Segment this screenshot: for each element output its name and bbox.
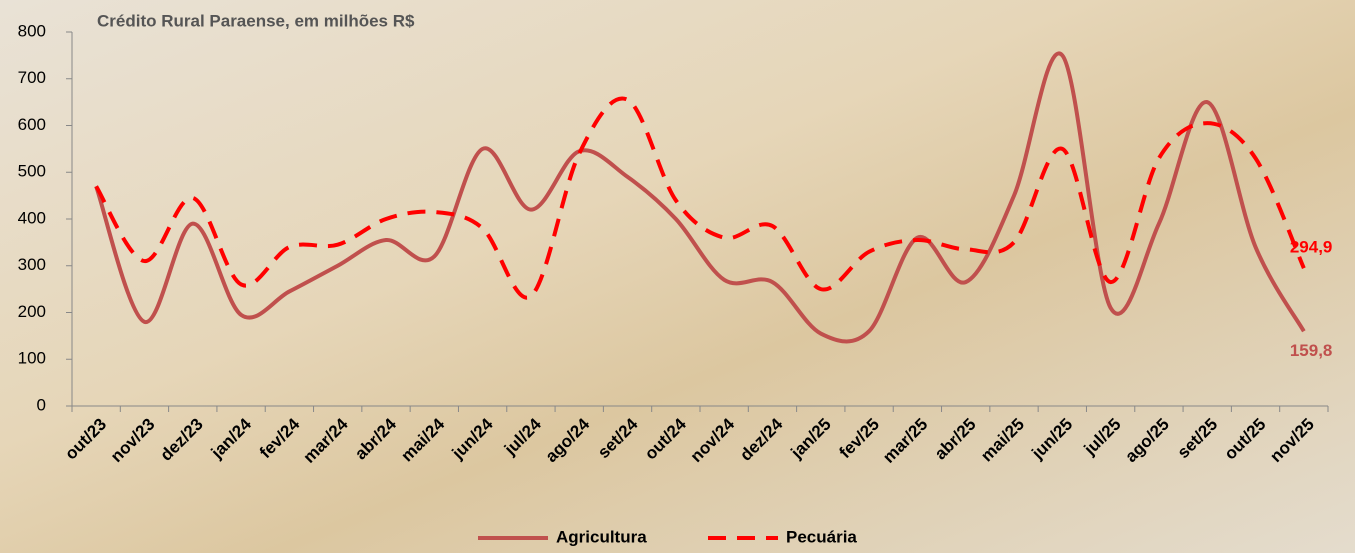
chart: Crédito Rural Paraense, em milhões R$ 0 1… — [0, 0, 1355, 553]
y-tick-label: 500 — [18, 162, 46, 181]
y-tick-label: 400 — [18, 208, 46, 227]
y-tick-label: 800 — [18, 21, 46, 40]
y-tick-label: 100 — [18, 349, 46, 368]
y-tick-label: 0 — [37, 395, 46, 414]
legend-label: Agricultura — [556, 527, 647, 546]
y-tick-label: 200 — [18, 302, 46, 321]
chart-title: Crédito Rural Paraense, em milhões R$ — [97, 11, 415, 30]
background — [0, 0, 1355, 553]
y-tick-label: 700 — [18, 68, 46, 87]
y-tick-label: 600 — [18, 115, 46, 134]
y-tick-label: 300 — [18, 255, 46, 274]
data-label: 294,9 — [1290, 238, 1333, 257]
legend-label: Pecuária — [786, 527, 857, 546]
data-label: 159,8 — [1290, 341, 1333, 360]
